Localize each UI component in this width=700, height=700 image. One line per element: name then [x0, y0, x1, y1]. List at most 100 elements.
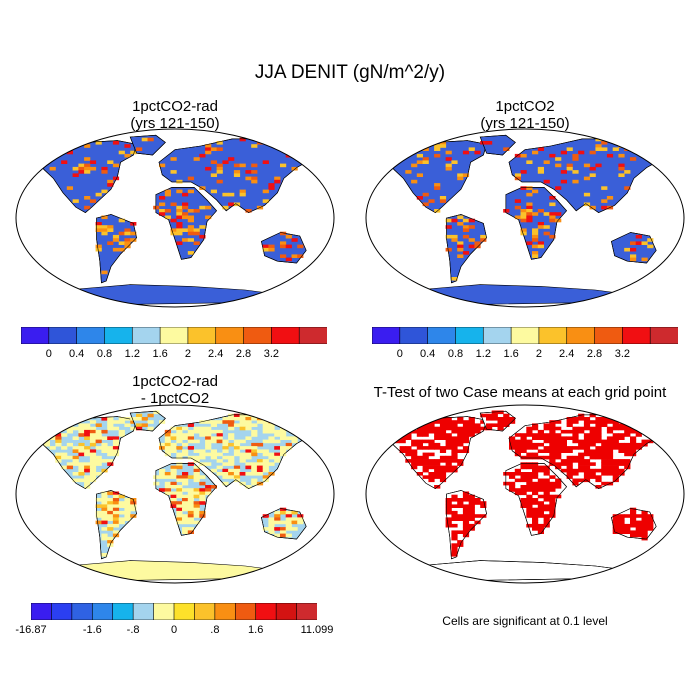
grid-cell: [480, 234, 487, 239]
grid-cell: [641, 533, 648, 538]
grid-cell: [205, 485, 212, 489]
grid-cell: [228, 436, 235, 440]
grid-cell: [439, 144, 447, 148]
grid-cell: [101, 429, 108, 434]
grid-cell: [89, 472, 97, 476]
grid-cell: [130, 514, 137, 518]
map-content: [366, 129, 684, 307]
grid-cell: [601, 141, 608, 145]
grid-cell: [624, 247, 631, 252]
grid-cell: [210, 439, 217, 444]
grid-cell: [532, 426, 539, 431]
grid-cell: [520, 501, 527, 505]
grid-cell: [560, 462, 567, 466]
grid-cell: [262, 160, 269, 164]
grid-cell: [297, 420, 304, 424]
grid-cell: [205, 488, 212, 492]
grid-cell: [566, 465, 573, 470]
grid-cell: [228, 462, 235, 466]
grid-cell: [583, 465, 591, 470]
grid-cell: [112, 176, 120, 181]
grid-cell: [422, 465, 429, 470]
grid-cell: [147, 137, 154, 142]
grid-cell: [543, 455, 550, 460]
grid-cell: [422, 455, 429, 460]
grid-cell: [187, 514, 194, 518]
grid-cell: [291, 439, 298, 444]
grid-cell: [101, 517, 108, 521]
grid-cell: [422, 192, 429, 197]
grid-cell: [199, 433, 206, 437]
grid-cell: [462, 423, 470, 427]
grid-cell: [532, 475, 539, 479]
grid-cell: [297, 517, 304, 521]
grid-cell: [193, 520, 200, 525]
grid-cell: [589, 455, 596, 460]
grid-cell: [422, 147, 429, 151]
grid-cell: [462, 498, 470, 502]
grid-cell: [445, 442, 452, 447]
grid-cell: [256, 420, 264, 424]
grid-cell: [95, 244, 102, 249]
grid-cell: [84, 429, 91, 434]
grid-cell: [164, 429, 171, 434]
grid-cell: [66, 455, 73, 460]
grid-cell: [118, 517, 125, 521]
colorbar-labels-1pctco2: 0 0.4 0.8 1.2 1.6 2 2.4 2.8 3.2: [372, 348, 678, 362]
grid-cell: [583, 163, 591, 168]
grid-cell: [606, 426, 614, 431]
grid-cell: [170, 446, 177, 450]
grid-cell: [618, 433, 625, 437]
map-content: [16, 405, 334, 583]
grid-cell: [491, 423, 498, 427]
grid-cell: [468, 147, 475, 151]
grid-cell: [176, 514, 183, 518]
grid-cell: [89, 166, 97, 171]
colorbar-tick-label: 0: [396, 348, 403, 360]
grid-cell: [583, 449, 591, 453]
grid-cell: [251, 179, 258, 184]
grid-cell: [462, 504, 470, 508]
grid-cell: [606, 452, 614, 457]
grid-cell: [176, 179, 183, 184]
grid-cell: [445, 507, 452, 512]
grid-cell: [635, 442, 642, 447]
grid-cell: [49, 166, 56, 171]
grid-cell: [543, 231, 550, 236]
grid-cell: [520, 218, 527, 223]
grid-cell: [164, 472, 171, 476]
grid-cell: [193, 514, 200, 518]
grid-cell: [176, 491, 183, 496]
colorbar-tick-label: 0: [45, 348, 52, 360]
grid-cell: [187, 494, 194, 499]
grid-cell: [199, 510, 206, 515]
grid-cell: [89, 439, 97, 444]
grid-cell: [549, 436, 556, 440]
grid-cell: [262, 420, 269, 424]
grid-cell: [612, 517, 619, 521]
grid-cell: [532, 510, 539, 515]
grid-cell: [176, 475, 183, 479]
grid-cell: [537, 510, 544, 515]
coastline-south-america: [96, 214, 137, 284]
grid-cell: [89, 442, 97, 447]
grid-cell: [405, 433, 412, 437]
colorbar-tick-label: -16.87: [15, 624, 47, 636]
colorbar-tick-label: 11.099: [300, 624, 334, 636]
grid-cell: [572, 179, 579, 184]
grid-cell: [532, 238, 539, 242]
grid-cell: [549, 504, 556, 508]
map-panel-ttest: [365, 404, 685, 584]
grid-cell: [199, 420, 206, 424]
grid-cell: [457, 429, 464, 434]
grid-cell: [630, 429, 637, 434]
grid-cell: [66, 429, 73, 434]
grid-cell: [630, 257, 637, 262]
grid-cell: [176, 455, 183, 460]
grid-cell: [601, 147, 608, 151]
grid-cell: [560, 459, 567, 463]
grid-cell: [526, 212, 533, 216]
grid-cell: [170, 475, 177, 479]
grid-cell: [187, 498, 194, 502]
coastline-africa: [155, 463, 218, 536]
